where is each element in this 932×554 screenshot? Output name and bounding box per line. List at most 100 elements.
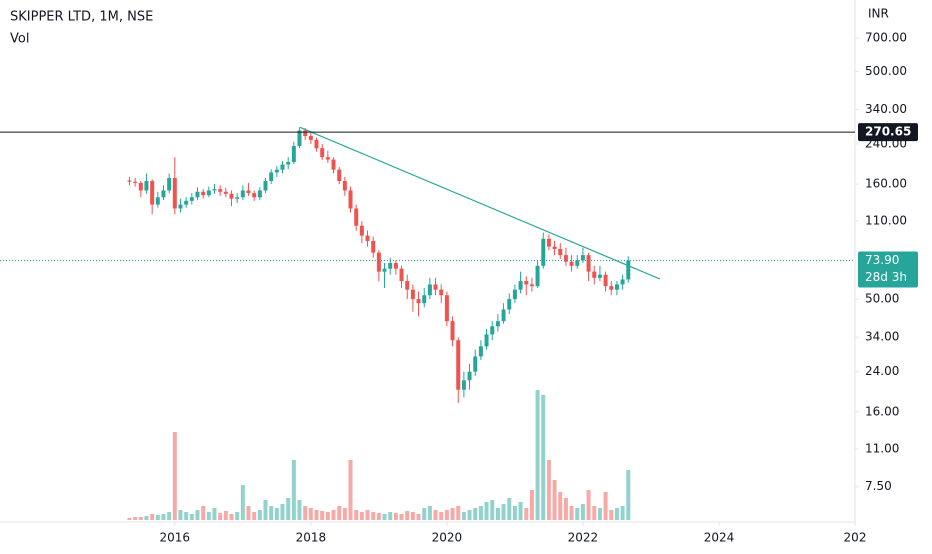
volume-bar: [172, 432, 177, 520]
volume-bar: [371, 512, 376, 520]
volume-bar: [229, 514, 234, 520]
candle-body: [507, 299, 512, 310]
candle-body: [473, 356, 478, 372]
candle-body: [444, 295, 449, 322]
volume-bar: [286, 498, 291, 520]
volume-bar: [138, 517, 143, 520]
volume-bar: [580, 504, 585, 520]
volume-bar: [456, 506, 461, 520]
candle-body: [184, 200, 189, 205]
y-tick-label: 160.00: [865, 177, 907, 191]
volume-bar: [291, 460, 296, 520]
candle-body: [439, 289, 444, 296]
volume-bar: [433, 510, 438, 520]
volume-bar: [263, 500, 268, 520]
y-tick-label: 7.50: [865, 479, 892, 493]
candle-body: [620, 279, 625, 285]
volume-bar: [218, 513, 223, 520]
candle-body: [172, 178, 177, 209]
volume-bar: [541, 395, 546, 520]
candle-body: [342, 181, 347, 191]
x-tick-label: 202: [844, 531, 867, 545]
volume-bar: [382, 514, 387, 520]
volume-bar: [501, 504, 506, 520]
y-tick-label: 340.00: [865, 102, 907, 116]
candle-body: [365, 235, 370, 241]
candle-body: [229, 193, 234, 199]
candle-body: [563, 255, 568, 262]
candle-body: [269, 172, 274, 182]
candle-body: [399, 268, 404, 282]
volume-bar: [603, 492, 608, 520]
candle-body: [133, 181, 138, 183]
volume-bar: [410, 512, 415, 520]
candle-body: [603, 274, 608, 287]
volume-bar: [388, 512, 393, 520]
volume-bar: [359, 512, 364, 520]
candle-body: [223, 191, 228, 194]
candle-body: [405, 281, 410, 290]
candle-body: [382, 268, 387, 272]
volume-bar: [393, 513, 398, 520]
volume-bar: [167, 512, 172, 520]
volume-bar: [399, 514, 404, 520]
x-tick-label: 2016: [160, 531, 191, 545]
volume-bar: [512, 506, 517, 520]
candle-body: [274, 169, 279, 173]
volume-bar: [246, 506, 251, 520]
volume-bar: [495, 508, 500, 520]
volume-bar: [144, 516, 149, 520]
volume-bar: [314, 510, 319, 520]
x-tick-label: 2020: [432, 531, 463, 545]
volume-bar: [439, 512, 444, 520]
candle-body: [416, 299, 421, 304]
candle-body: [286, 161, 291, 165]
volume-bar: [575, 508, 580, 520]
volume-bar: [240, 485, 245, 520]
candle-body: [291, 146, 296, 162]
volume-bar: [320, 511, 325, 520]
y-tick-label: 50.00: [865, 292, 899, 306]
volume-bar: [184, 512, 189, 520]
candle-body: [320, 148, 325, 158]
candle-body: [393, 263, 398, 269]
candle-body: [626, 260, 631, 280]
volume-bar: [586, 490, 591, 520]
volume-bar: [303, 506, 308, 520]
last-price-label: 73.90: [865, 253, 899, 267]
volume-bar: [490, 500, 495, 520]
volume-bar: [161, 514, 166, 520]
volume-bar: [405, 511, 410, 520]
price-line-label-box: [858, 123, 918, 142]
candle-body: [308, 136, 313, 140]
candle-body: [592, 271, 597, 278]
volume-bar: [535, 390, 540, 520]
candle-body: [161, 190, 166, 198]
volume-bar: [354, 510, 359, 520]
volume-bar: [552, 480, 557, 520]
candle-body: [144, 181, 149, 191]
candle-body: [201, 191, 206, 196]
candle-body: [337, 169, 342, 182]
volume-bar: [212, 508, 217, 520]
volume-bar: [127, 518, 132, 520]
y-tick-label: 16.00: [865, 404, 899, 418]
candle-body: [597, 274, 602, 278]
candle-body: [359, 225, 364, 236]
volume-bar: [297, 500, 302, 520]
candle-body: [246, 190, 251, 194]
candle-body: [195, 191, 200, 198]
y-tick-label: 34.00: [865, 330, 899, 344]
candle-body: [461, 380, 466, 390]
candle-body: [580, 255, 585, 261]
volume-bar: [269, 506, 274, 520]
x-tick-label: 2022: [568, 531, 599, 545]
candle-body: [314, 139, 319, 149]
candle-body: [495, 321, 500, 327]
candle-body: [490, 326, 495, 335]
last-price-box: [858, 251, 918, 288]
volume-bar: [155, 515, 160, 520]
volume-bar: [620, 506, 625, 520]
volume-bar: [133, 517, 138, 520]
